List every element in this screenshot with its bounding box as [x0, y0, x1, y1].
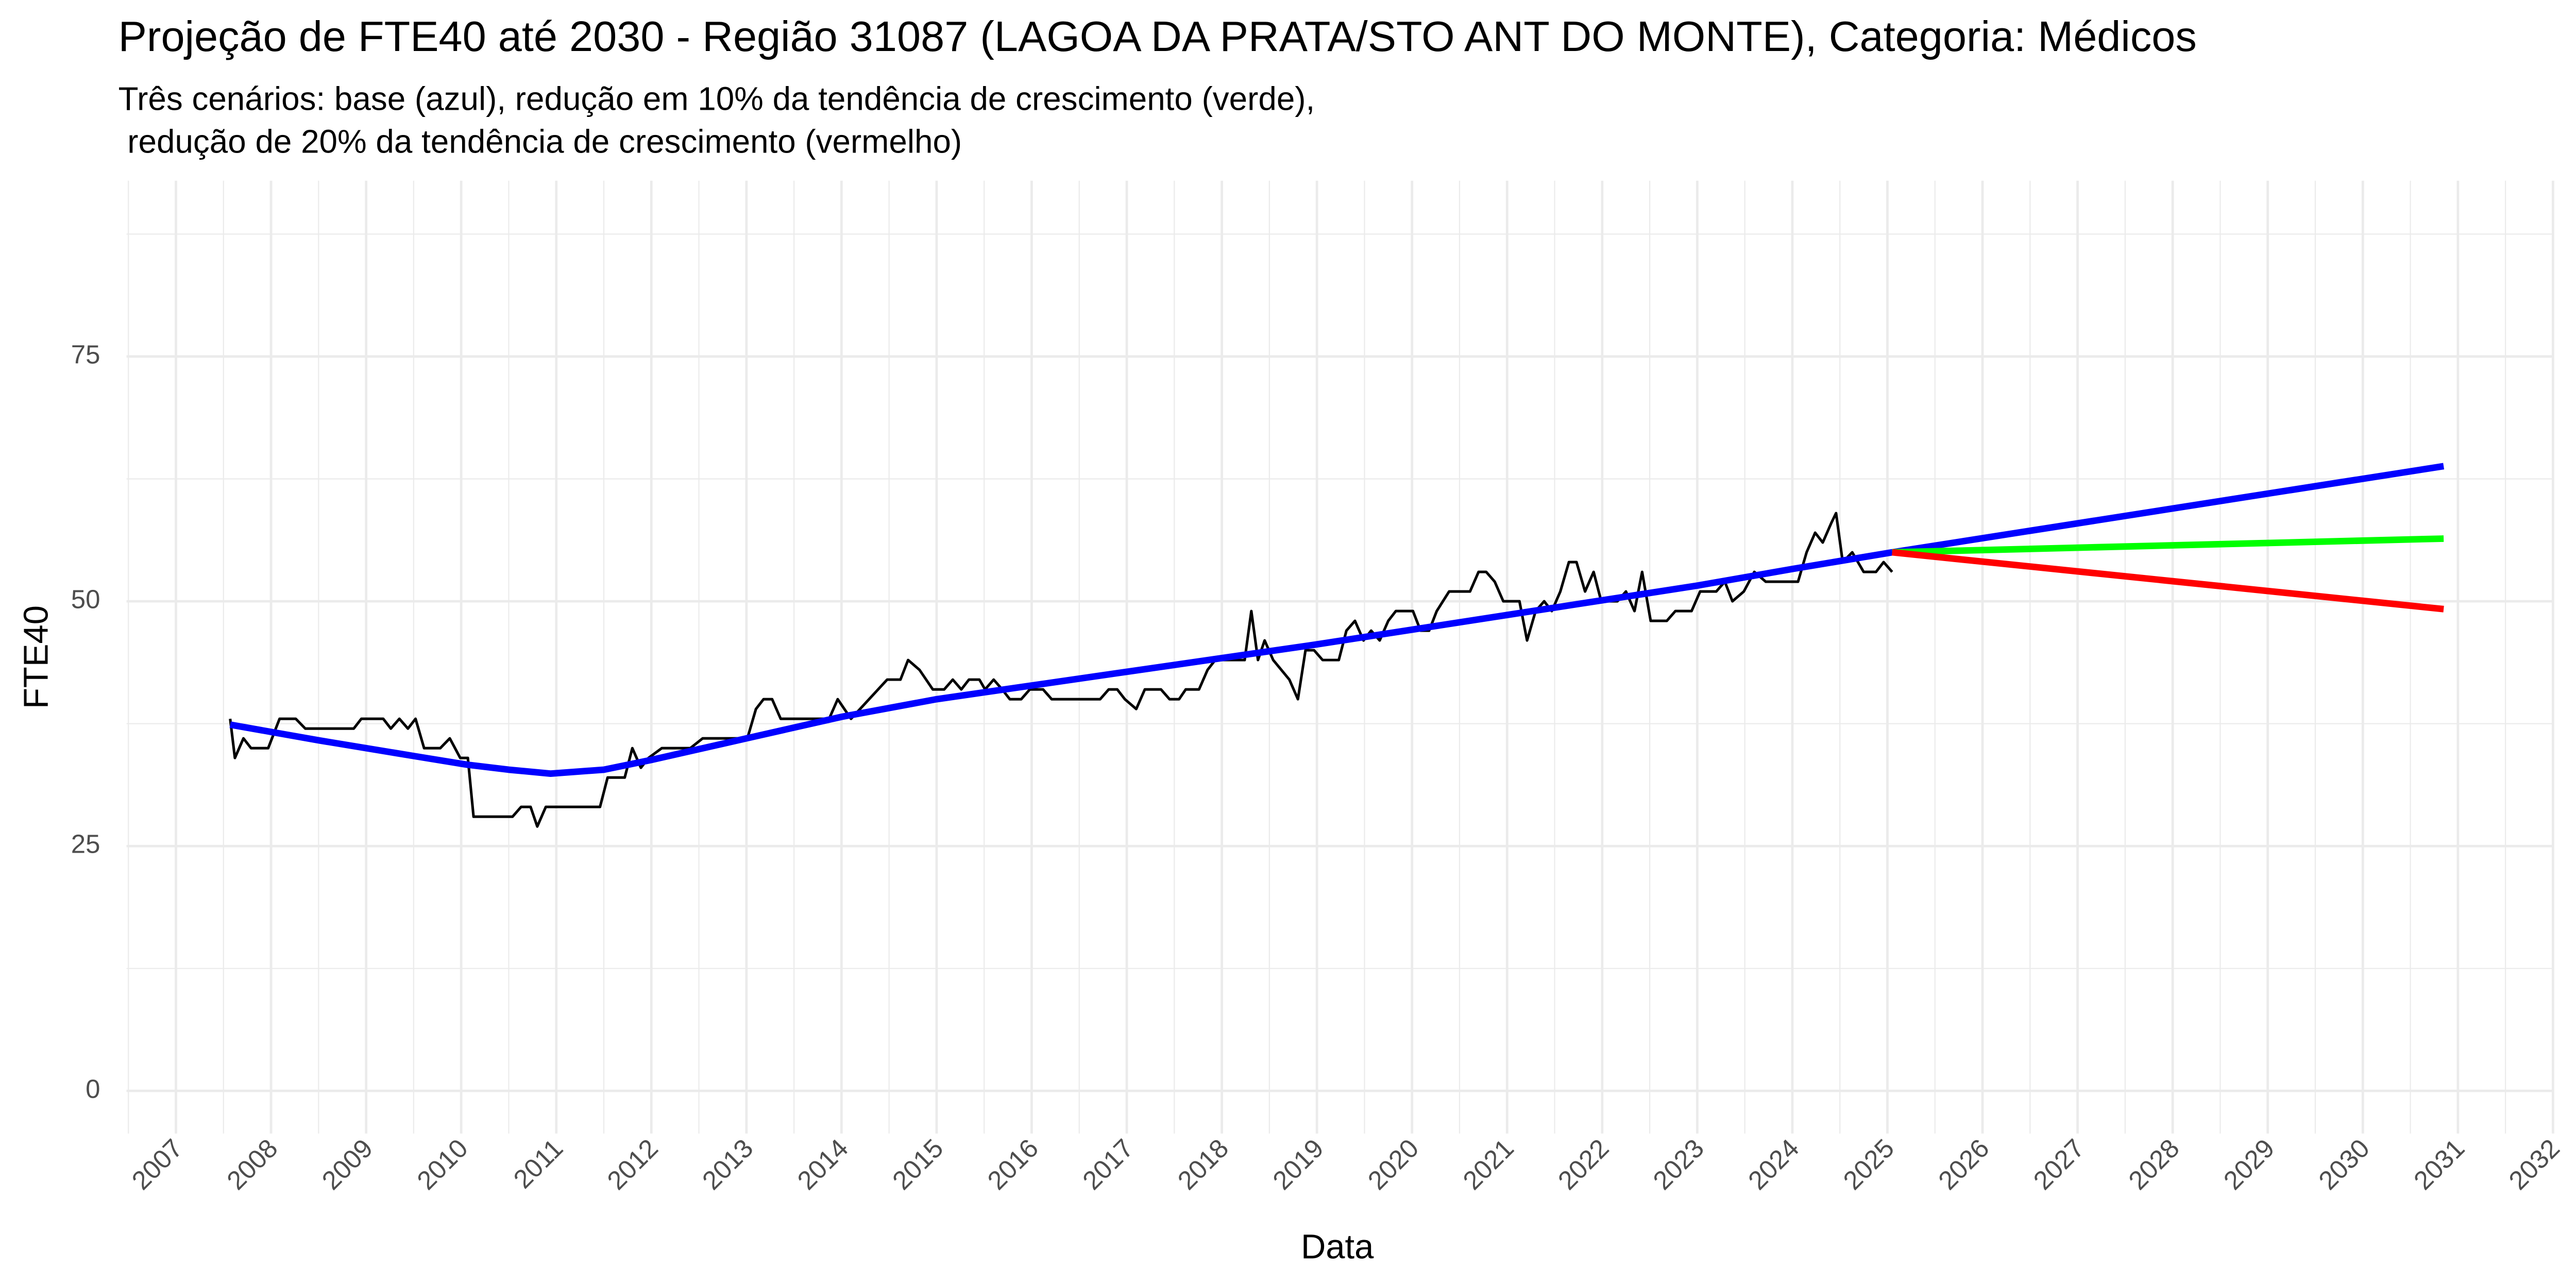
chart-title: Projeção de FTE40 até 2030 - Região 3108… — [118, 12, 2197, 60]
series-line — [1892, 549, 2444, 613]
chart-subtitle: redução de 20% da tendência de crescimen… — [118, 123, 962, 160]
series-line — [229, 463, 2445, 777]
chart-subtitle: Três cenários: base (azul), redução em 1… — [118, 80, 1315, 117]
y-tick-label: 25 — [71, 829, 100, 859]
y-tick-label: 0 — [86, 1074, 100, 1104]
x-axis-label: Data — [1301, 1228, 1374, 1266]
grid — [126, 180, 2554, 1134]
y-axis-label: FTE40 — [16, 605, 55, 709]
series-line — [1892, 535, 2444, 556]
y-tick-label: 75 — [71, 340, 100, 369]
plot-lines — [229, 463, 2445, 828]
y-tick-label: 50 — [71, 585, 100, 614]
